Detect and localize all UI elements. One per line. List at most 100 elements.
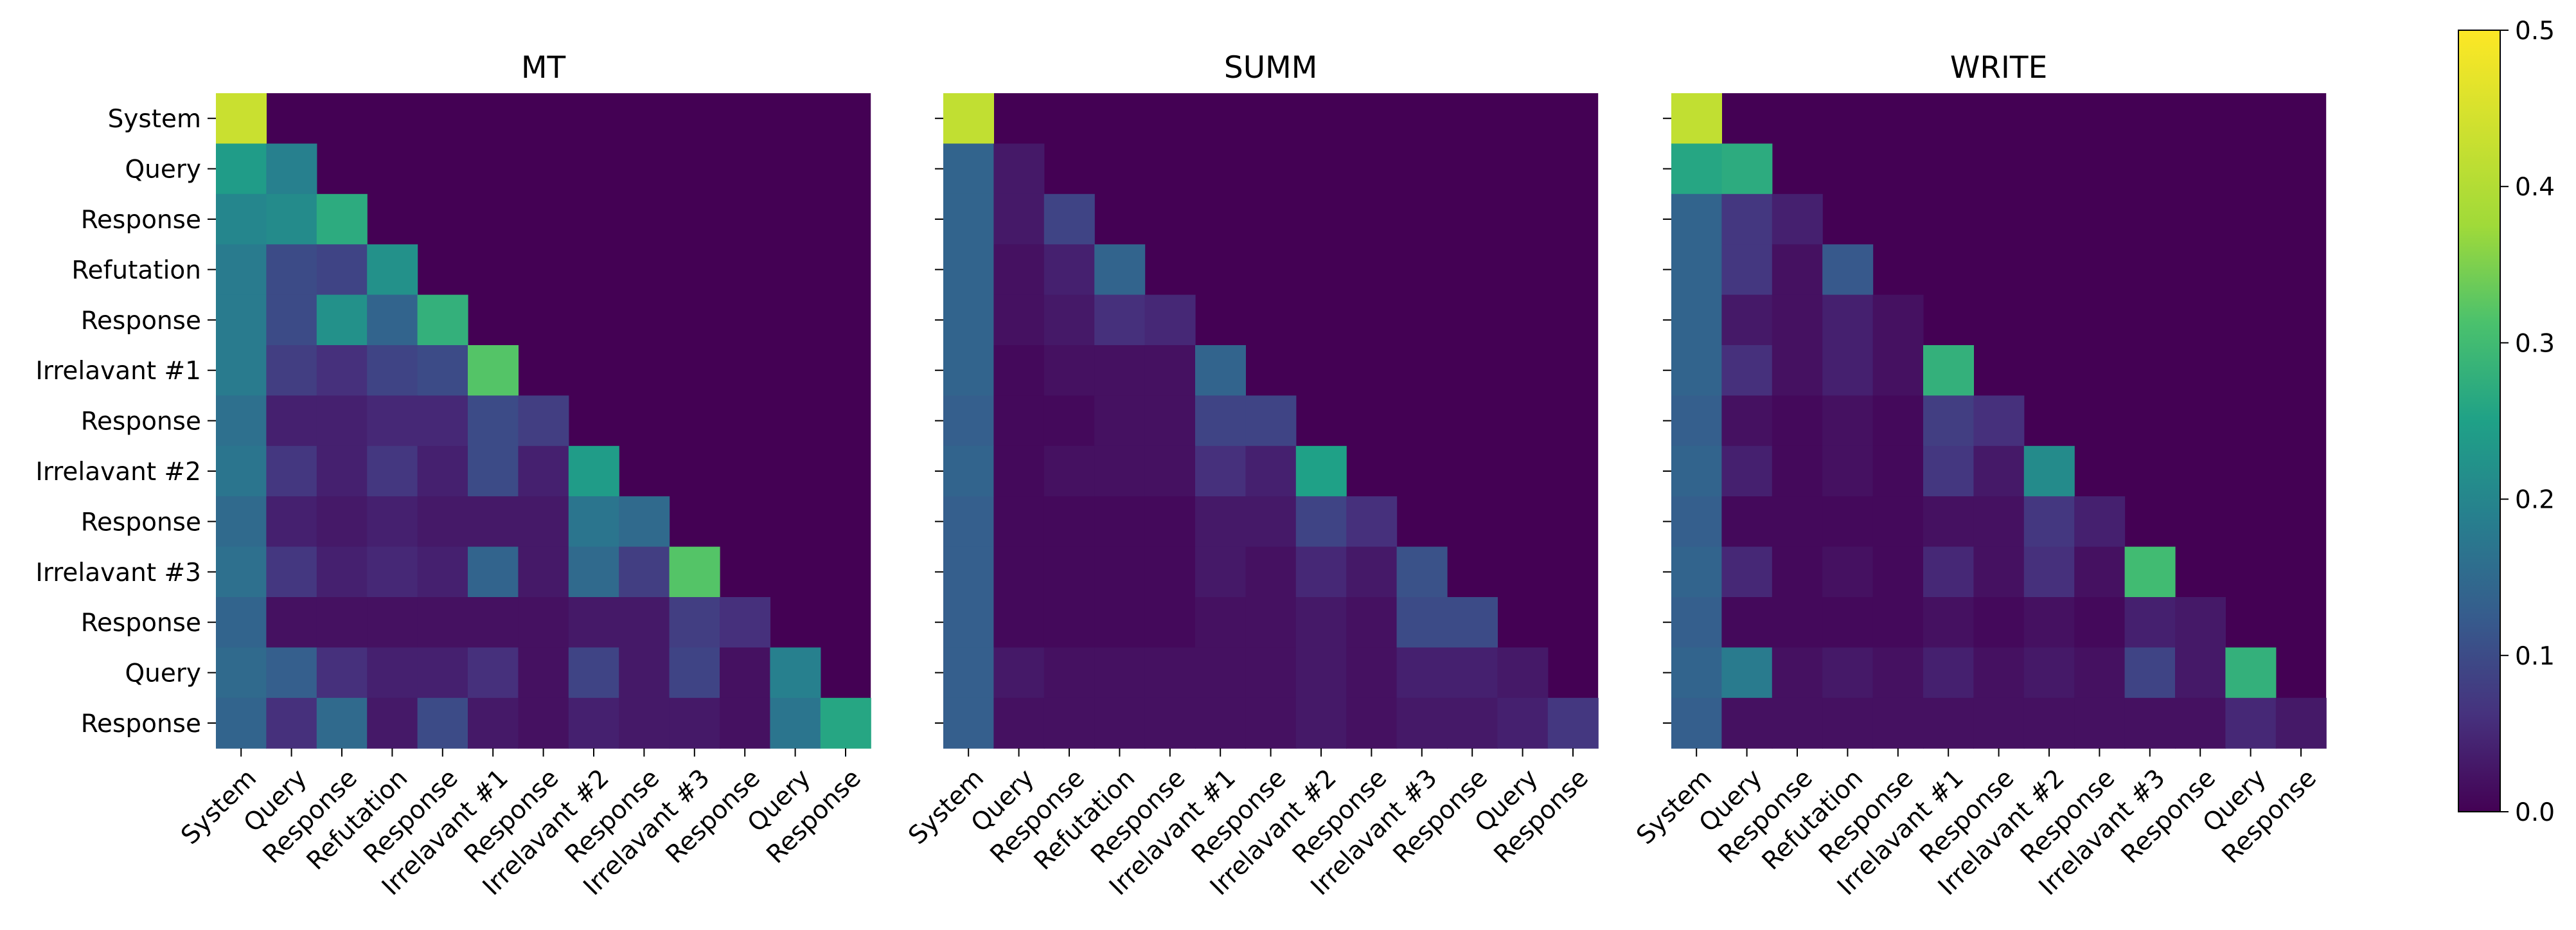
y-tick-label: Refutation — [71, 256, 201, 285]
heatmap-cell — [1772, 496, 1823, 548]
heatmap-cell — [1447, 697, 1498, 749]
heatmap-cell — [1721, 244, 1773, 296]
heatmap-cell — [720, 647, 770, 699]
heatmap-cell — [216, 697, 267, 749]
heatmap-cell — [1822, 395, 1874, 447]
heatmap-cell — [1721, 496, 1773, 548]
heatmap-cell — [266, 395, 317, 447]
heatmap-cell — [1094, 546, 1146, 598]
heatmap-cell — [216, 143, 267, 195]
y-tick-label: Response — [81, 710, 201, 738]
heatmap-cell — [1671, 244, 1722, 296]
heatmap-cell — [1044, 345, 1095, 396]
heatmap-cell — [568, 445, 619, 497]
heatmap-cell — [943, 93, 994, 144]
heatmap-cell — [993, 395, 1045, 447]
heatmap-cell — [1772, 445, 1823, 497]
heatmap-cell — [1772, 244, 1823, 296]
heatmap-cell — [2074, 647, 2126, 699]
heatmap-cell — [943, 193, 994, 245]
heatmap-cell — [367, 395, 418, 447]
heatmap-cell — [1447, 597, 1498, 648]
heatmap-cell — [993, 697, 1045, 749]
colorbar-tick-label: 0.3 — [2515, 329, 2555, 358]
heatmap-cell — [1094, 647, 1146, 699]
heatmap-cell — [1195, 597, 1246, 648]
heatmap-cell — [1822, 244, 1874, 296]
heatmap-cell — [316, 345, 368, 396]
heatmap-cell — [1396, 597, 1448, 648]
heatmap-cell — [1671, 395, 1722, 447]
heatmap-cell — [1872, 395, 1924, 447]
heatmap-cell — [1346, 597, 1398, 648]
heatmap-cell — [1396, 697, 1448, 749]
heatmap-cell — [316, 697, 368, 749]
heatmap-cell — [1721, 697, 1773, 749]
heatmap-cell — [669, 546, 720, 598]
heatmap-cell — [1772, 647, 1823, 699]
heatmap-cell — [943, 294, 994, 346]
heatmap-cell — [1721, 294, 1773, 346]
heatmap-cell — [1195, 445, 1246, 497]
heatmap-cell — [943, 697, 994, 749]
heatmap-cell — [1822, 546, 1874, 598]
heatmap-cell — [1671, 93, 1722, 144]
heatmap-cell — [468, 445, 519, 497]
heatmap-cell — [1245, 697, 1297, 749]
heatmap-cell — [1671, 445, 1722, 497]
heatmap-cell — [1094, 294, 1146, 346]
heatmap-cell — [2023, 496, 2075, 548]
colorbar-gradient — [2458, 30, 2501, 812]
heatmap-cell — [518, 445, 569, 497]
heatmap-cell — [266, 193, 317, 245]
heatmap-panel-mt: MT System Query Response Refutation Response I… — [35, 50, 871, 901]
heatmap-cell — [1094, 597, 1146, 648]
heatmap-cell — [1671, 193, 1722, 245]
heatmap-cell — [669, 647, 720, 699]
heatmap-cell — [417, 496, 468, 548]
heatmap-cell — [1295, 697, 1347, 749]
heatmap-cell — [367, 445, 418, 497]
heatmap-cell — [1772, 294, 1823, 346]
heatmap-cell — [1671, 697, 1722, 749]
heatmap-cell — [993, 597, 1045, 648]
heatmap-cell — [1721, 597, 1773, 648]
heatmap-cell — [1872, 445, 1924, 497]
heatmap-cell — [1346, 496, 1398, 548]
heatmap-cell — [1671, 496, 1722, 548]
heatmap-cell — [1923, 647, 1974, 699]
heatmap-cell — [1295, 445, 1347, 497]
heatmap-cell — [619, 496, 670, 548]
heatmap-cell — [1144, 697, 1196, 749]
heatmap-cell — [1094, 244, 1146, 296]
heatmap-cell — [266, 697, 317, 749]
heatmap-cell — [1195, 546, 1246, 598]
heatmap-cell — [1721, 395, 1773, 447]
heatmap-cell — [619, 546, 670, 598]
heatmap-cell — [2175, 697, 2226, 749]
heatmap-cell — [1822, 496, 1874, 548]
heatmap-cell — [568, 597, 619, 648]
heatmap-cell — [993, 546, 1045, 598]
heatmap-cell — [943, 244, 994, 296]
heatmap-cell — [2124, 597, 2176, 648]
heatmap-cell — [2074, 597, 2126, 648]
heatmap-cell — [1822, 647, 1874, 699]
heatmap-cell — [2225, 697, 2277, 749]
heatmap-cell — [468, 597, 519, 648]
heatmap-cell — [1973, 697, 2025, 749]
heatmap-cell — [266, 597, 317, 648]
heatmap-cell — [1144, 597, 1196, 648]
heatmap-cell — [1144, 546, 1196, 598]
heatmap-cell — [619, 597, 670, 648]
heatmap-cell — [468, 496, 519, 548]
heatmap-cell — [1396, 647, 1448, 699]
heatmap-cell — [1195, 395, 1246, 447]
heatmap-cell — [1295, 597, 1347, 648]
heatmap-cell — [2124, 647, 2176, 699]
heatmap-cell — [1044, 395, 1095, 447]
heatmap-cell — [2275, 697, 2327, 749]
heatmap-cell — [568, 546, 619, 598]
heatmap-cell — [1721, 445, 1773, 497]
